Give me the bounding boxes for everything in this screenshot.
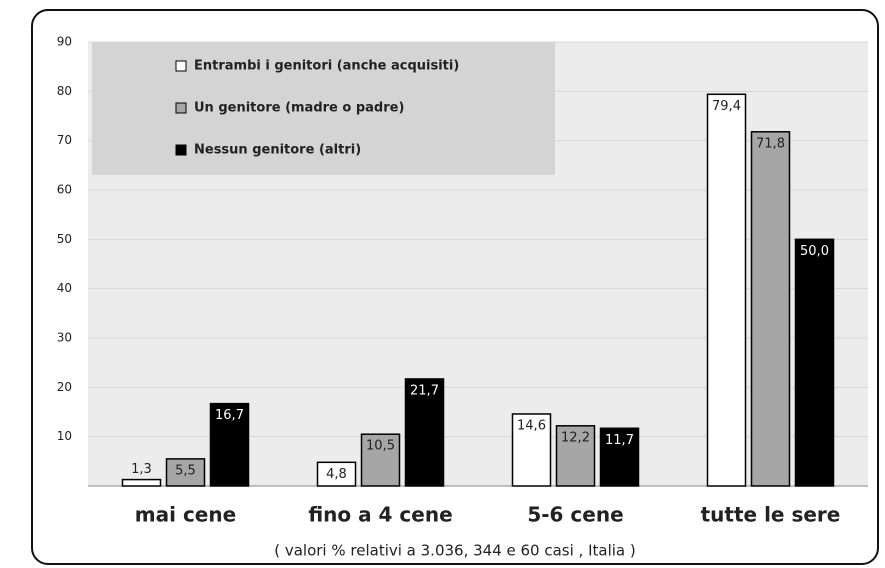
data-label: 11,7 xyxy=(605,433,634,448)
data-label: 10,5 xyxy=(366,439,395,454)
bar xyxy=(121,478,162,487)
bar xyxy=(555,425,596,487)
note: ( valori % relativi a 3.036, 344 e 60 ca… xyxy=(274,542,636,560)
y-tick-label: 60 xyxy=(57,183,72,197)
bar xyxy=(209,402,250,487)
bar xyxy=(750,131,791,487)
data-label: 12,2 xyxy=(561,430,590,445)
data-label: 4,8 xyxy=(326,467,347,482)
legend-label: Un genitore (madre o padre) xyxy=(194,101,404,116)
data-label: 50,0 xyxy=(800,244,829,259)
bar xyxy=(360,433,401,487)
y-tick-label: 90 xyxy=(57,35,72,49)
y-tick-label: 80 xyxy=(57,84,72,98)
legend-box xyxy=(92,42,555,175)
legend-swatch xyxy=(175,60,187,72)
y-tick-label: 10 xyxy=(57,429,72,443)
x-tick-label: fino a 4 cene xyxy=(308,503,452,527)
x-tick-label: tutte le sere xyxy=(701,503,841,527)
data-label: 79,4 xyxy=(712,99,741,114)
y-tick-label: 30 xyxy=(57,331,72,345)
legend-label: Entrambi i genitori (anche acquisiti) xyxy=(194,59,459,74)
x-tick-label: 5-6 cene xyxy=(527,503,623,527)
data-label: 14,6 xyxy=(517,418,546,433)
bar xyxy=(404,378,445,487)
y-tick-label: 20 xyxy=(57,380,72,394)
data-label: 5,5 xyxy=(175,463,196,478)
y-tick-label: 40 xyxy=(57,281,72,295)
bar xyxy=(599,427,640,487)
x-tick-label: mai cene xyxy=(135,503,236,527)
legend-label: Nessun genitore (altri) xyxy=(194,143,361,158)
legend-swatch xyxy=(175,144,187,156)
data-label: 16,7 xyxy=(215,408,244,423)
data-label: 21,7 xyxy=(410,383,439,398)
data-label: 71,8 xyxy=(756,136,785,151)
bar xyxy=(165,458,206,487)
y-tick-label: 70 xyxy=(57,133,72,147)
y-tick-label: 50 xyxy=(57,232,72,246)
data-label: 1,3 xyxy=(131,462,152,477)
bar xyxy=(316,461,357,487)
bar xyxy=(794,238,835,487)
bar xyxy=(706,93,747,487)
bar xyxy=(511,413,552,487)
legend-swatch xyxy=(175,102,187,114)
